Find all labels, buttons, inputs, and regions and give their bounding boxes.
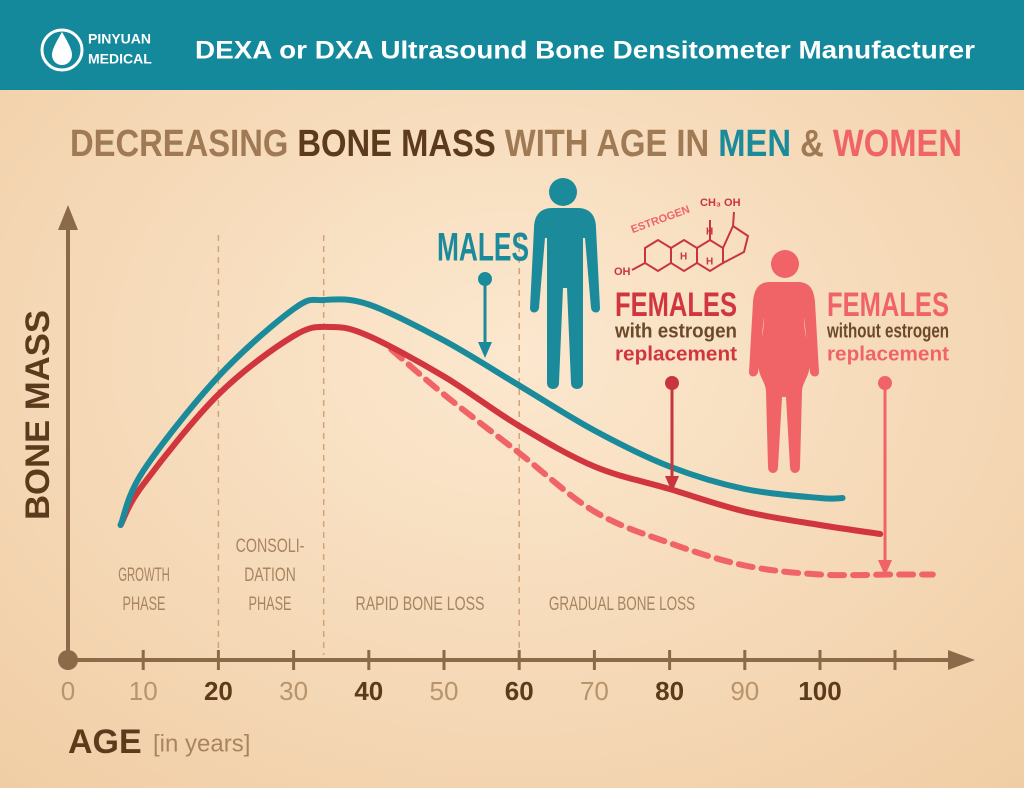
title-part: WITH AGE IN	[505, 123, 709, 165]
x-axis-label: AGE	[68, 723, 142, 761]
series-name: FEMALES	[827, 286, 949, 324]
series-note: with estrogen	[614, 320, 737, 342]
title-part: MEN	[718, 123, 791, 165]
title-part: WOMEN	[833, 123, 962, 165]
phase-label: GROWTH	[118, 565, 170, 586]
x-tick-label: 30	[279, 676, 308, 706]
x-tick-label: 50	[430, 676, 459, 706]
x-tick-label: 20	[204, 676, 233, 706]
origin-dot	[58, 650, 78, 670]
molecule-group: H	[706, 227, 713, 238]
y-axis-label: BONE MASS	[19, 310, 57, 520]
x-tick-label: 80	[655, 676, 684, 706]
title-part: BONE MASS	[297, 123, 495, 165]
male-figure	[530, 178, 600, 389]
phase-label: DATION	[244, 565, 296, 586]
phase-label: PHASE	[123, 594, 166, 615]
series-note: replacement	[827, 343, 949, 365]
series-name: MALES	[437, 226, 529, 270]
phase-label: RAPID BONE LOSS	[356, 594, 485, 615]
phase-label: PHASE	[249, 594, 292, 615]
x-tick-label: 90	[730, 676, 759, 706]
x-axis-arrow	[948, 650, 975, 670]
series-note: replacement	[615, 343, 737, 365]
header-title: DEXA or DXA Ultrasound Bone Densitometer…	[195, 37, 975, 65]
series-note: without estrogen	[826, 320, 949, 342]
series-name: FEMALES	[615, 286, 737, 324]
series-line	[117, 296, 846, 528]
title-part: &	[800, 123, 824, 165]
phase-label: GRADUAL BONE LOSS	[549, 594, 695, 615]
plot: GROWTH PHASE CONSOLI- DATION PHASE RAPID BONE…	[61, 226, 950, 706]
series-line	[388, 346, 936, 579]
molecule-group: OH	[614, 266, 631, 278]
brand: PINYUAN	[88, 31, 151, 47]
x-tick-label: 100	[798, 676, 841, 706]
phase-label: CONSOLI-	[236, 536, 305, 557]
y-axis-arrow	[58, 205, 78, 230]
x-axis-unit: [in years]	[153, 730, 250, 757]
annotation-arrow	[478, 272, 892, 576]
female-figure	[749, 250, 819, 473]
chart-title: DECREASING BONE MASS WITH AGE IN MEN & W…	[70, 123, 962, 165]
header-bar	[0, 0, 1024, 90]
x-tick-label: 70	[580, 676, 609, 706]
molecule-group: H	[680, 252, 687, 263]
brand: MEDICAL	[88, 51, 152, 67]
molecule-group: H	[706, 257, 713, 268]
logo	[40, 28, 84, 72]
series-line	[117, 323, 884, 537]
title-part: DECREASING	[70, 123, 288, 165]
x-tick-label: 60	[505, 676, 534, 706]
x-tick-label: 0	[61, 676, 75, 706]
x-tick-label: 10	[129, 676, 158, 706]
estrogen-molecule	[631, 211, 750, 273]
molecule-group: CH₃ OH	[700, 197, 741, 209]
x-tick-label: 40	[354, 676, 383, 706]
